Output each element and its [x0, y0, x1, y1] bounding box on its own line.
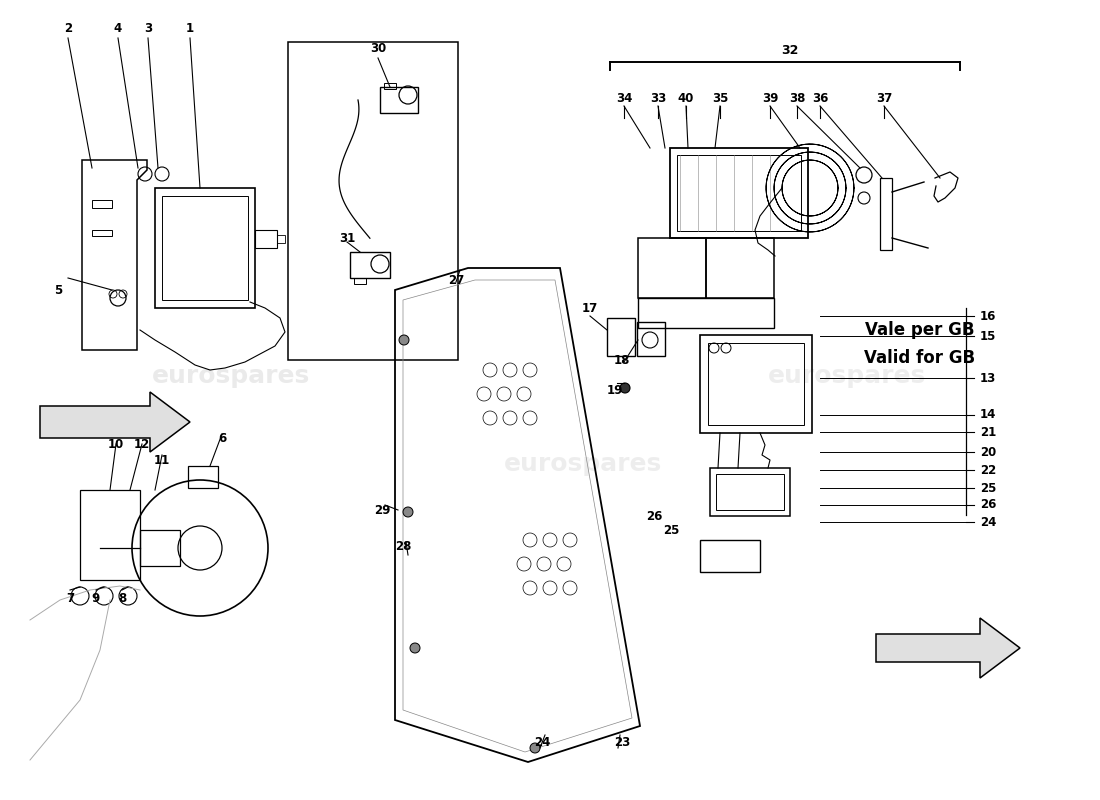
Text: 11: 11	[154, 454, 170, 466]
Text: 2: 2	[64, 22, 73, 34]
Text: 25: 25	[663, 523, 679, 537]
Circle shape	[399, 335, 409, 345]
Text: 17: 17	[582, 302, 598, 314]
Text: 36: 36	[812, 91, 828, 105]
Text: 37: 37	[876, 91, 892, 105]
Text: 24: 24	[980, 515, 997, 529]
Text: 39: 39	[762, 91, 778, 105]
Text: 19: 19	[607, 383, 624, 397]
Text: 8: 8	[118, 591, 127, 605]
Text: eurospares: eurospares	[152, 364, 310, 388]
Bar	[384, 83, 396, 89]
Bar	[162, 196, 248, 300]
Text: 29: 29	[374, 503, 390, 517]
Text: eurospares: eurospares	[504, 452, 662, 476]
Text: 28: 28	[395, 539, 411, 553]
Text: 30: 30	[370, 42, 386, 54]
Text: 9: 9	[92, 591, 100, 605]
Circle shape	[403, 507, 412, 517]
Circle shape	[530, 743, 540, 753]
Text: 13: 13	[980, 371, 997, 385]
Text: Valid for GB: Valid for GB	[865, 349, 976, 367]
Bar	[706, 238, 774, 298]
Bar	[379, 87, 418, 113]
Text: 23: 23	[614, 735, 630, 749]
Text: 26: 26	[980, 498, 997, 511]
Text: 27: 27	[448, 274, 464, 286]
Bar	[637, 322, 666, 356]
Text: 7: 7	[66, 591, 74, 605]
Bar	[350, 252, 390, 278]
Text: 10: 10	[108, 438, 124, 450]
Circle shape	[620, 383, 630, 393]
Bar	[80, 490, 140, 580]
Bar	[277, 235, 285, 243]
Text: 16: 16	[980, 310, 997, 322]
Bar	[92, 200, 112, 208]
Text: 34: 34	[616, 91, 632, 105]
Text: 33: 33	[650, 91, 667, 105]
Bar	[700, 335, 812, 433]
Bar	[255, 230, 277, 248]
Bar	[155, 188, 255, 308]
Bar	[708, 343, 804, 425]
Text: 3: 3	[144, 22, 152, 34]
Text: 5: 5	[54, 283, 62, 297]
Text: 26: 26	[646, 510, 662, 522]
Bar	[288, 42, 458, 360]
Bar	[670, 148, 808, 238]
Bar	[92, 230, 112, 236]
Text: 15: 15	[980, 330, 997, 342]
Text: Vale per GB: Vale per GB	[866, 321, 975, 339]
Text: 14: 14	[980, 409, 997, 422]
Text: 20: 20	[980, 446, 997, 458]
Text: 1: 1	[186, 22, 194, 34]
Text: 35: 35	[712, 91, 728, 105]
Text: 12: 12	[134, 438, 150, 450]
Bar	[354, 278, 366, 284]
Circle shape	[410, 643, 420, 653]
Text: 32: 32	[781, 43, 799, 57]
Text: 25: 25	[980, 482, 997, 494]
Bar	[140, 530, 180, 566]
Bar	[880, 178, 892, 250]
Text: 38: 38	[789, 91, 805, 105]
Text: 6: 6	[218, 431, 227, 445]
Bar	[710, 468, 790, 516]
Bar	[607, 318, 635, 356]
Text: 40: 40	[678, 91, 694, 105]
Text: 31: 31	[339, 231, 355, 245]
Text: 18: 18	[614, 354, 630, 366]
Bar	[188, 466, 218, 488]
Polygon shape	[40, 392, 190, 452]
Bar	[638, 298, 774, 328]
Text: 4: 4	[114, 22, 122, 34]
Text: eurospares: eurospares	[768, 364, 926, 388]
Text: 24: 24	[534, 735, 550, 749]
Text: 22: 22	[980, 463, 997, 477]
Text: 21: 21	[980, 426, 997, 438]
Bar	[700, 540, 760, 572]
Bar	[716, 474, 784, 510]
Bar	[638, 238, 706, 298]
Polygon shape	[876, 618, 1020, 678]
Bar	[676, 155, 801, 231]
